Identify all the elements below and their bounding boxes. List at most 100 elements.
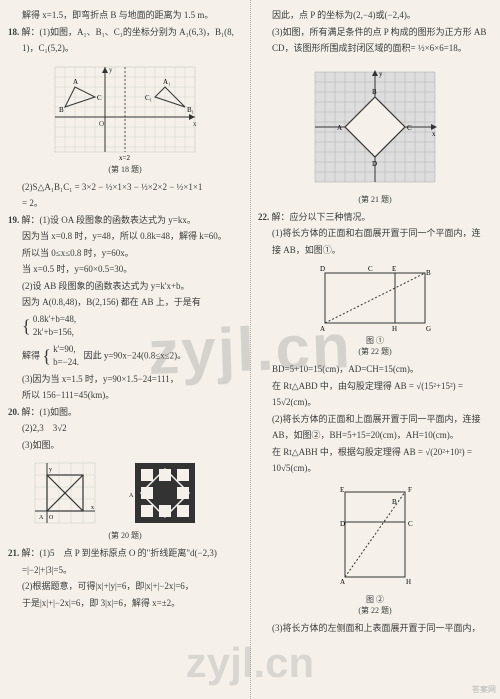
text: BD=5+10=15(cm)，AD=CH=15(cm)。 [258,363,492,377]
text: 解得 [22,350,40,360]
svg-text:x=2: x=2 [119,154,130,162]
text: (2)将长方体的正面和上面展开置于同一平面内，连接 [258,413,492,427]
text: = 2。 [8,197,242,211]
text: 所以当 0≤x≤0.8 时，y=60x。 [8,247,242,261]
figure-21: yx O BC DA (第 21 题) [258,62,492,205]
problem-22: 22. 解：应分以下三种情况。 [258,211,492,225]
num: 20. [8,407,19,417]
figure-20: yx AO A (第 20 题) [8,458,242,541]
text: (3)将长方体的左侧面和上表面展开置于同一平面内， [258,622,492,636]
caption: (第 21 题) [258,194,492,205]
text: 因此 y=90x−24(0.8≤x≤2)。 [84,350,187,360]
caption: (第 18 题) [8,164,242,175]
svg-text:B: B [372,88,377,96]
svg-text:G: G [426,325,431,333]
svg-text:B₁: B₁ [187,106,194,114]
brace-system: { 0.8k'+b=48, 2k'+b=156, [8,313,242,340]
num: 19. [8,215,19,225]
svg-text:C₁: C₁ [145,94,152,102]
svg-text:C: C [407,124,412,132]
svg-text:F: F [408,486,412,494]
text: k'=90, [53,343,79,357]
left-column: 解得 x=1.5，即弯折点 B 与地面的距离为 1.5 m。 18. 解：(1)… [0,0,250,699]
svg-text:D: D [320,265,325,273]
svg-text:y: y [49,467,52,473]
num: 18. [8,27,19,37]
svg-text:A₁: A₁ [163,78,171,86]
svg-text:H: H [406,578,411,586]
text: 15√2(cm)。 [258,396,492,410]
text: 1)，C₁(5,2)。 [8,42,242,56]
svg-text:A: A [320,325,325,333]
svg-text:A: A [73,78,78,86]
caption: (第 20 题) [8,530,242,541]
brace-left-icon: { [42,352,51,361]
text: 在 Rt△ABD 中，由勾股定理得 AB = √(15²+15²) = [258,380,492,394]
text: 接 AB，如图①。 [258,244,492,258]
figure-18: y x O A B C A₁ B₁ C₁ x=2 (第 18 题) [8,62,242,175]
text: 在 Rt△ABH 中，根据勾股定理得 AB = √(20²+10²) = [258,446,492,460]
text: (2)根据题意，可得|x|+|y|=6，即|x|+|−2x|=6， [8,580,242,594]
svg-text:C: C [97,94,102,102]
text: 因此，点 P 的坐标为(2,−4)或(−2,4)。 [258,9,492,23]
text: 当 x=0.5 时，y=60×0.5=30。 [8,263,242,277]
svg-text:C: C [408,520,413,528]
text: 10√5(cm)。 [258,462,492,476]
figure-22a: AH GB ED C 图 ① (第 22 题) [258,263,492,357]
svg-text:B: B [59,106,64,114]
text: (2)S△A₁B₁C₁ = 3×2 − ½×1×3 − ½×2×2 − ½×1×… [8,181,242,195]
svg-text:D: D [340,520,345,528]
text: 解：应分以下三种情况。 [272,212,371,222]
svg-text:D: D [372,160,377,168]
text: 0.8k'+b=48, [33,313,76,327]
text: 因为 A(0.8,48)，B(2,156) 都在 AB 上，于是有 [8,296,242,310]
svg-text:E: E [392,265,396,273]
num: 21. [8,548,19,558]
svg-text:x: x [91,505,94,511]
svg-text:A: A [129,493,134,499]
text: 2k'+b=156, [33,326,76,340]
problem-20: 20. 解：(1)如图。 [8,406,242,420]
svg-text:B: B [426,269,431,277]
text: 于是|x|+|−2x|=6，即 3|x|=6，解得 x=±2。 [8,597,242,611]
text: b=−24. [53,356,79,370]
caption: 图 ② (第 22 题) [258,594,492,616]
right-column: 因此，点 P 的坐标为(2,−4)或(−2,4)。 (3)如图，所有满足条件的点… [250,0,500,699]
text: (2)设 AB 段图象的函数表达式为 y=k'x+b。 [8,280,242,294]
svg-text:C: C [368,265,373,273]
svg-text:x: x [193,120,197,128]
text: (3)因为当 x=1.5 时，y=90×1.5−24=111， [8,373,242,387]
text: AB，如图②，BH=5+15=20(cm)，AH=10(cm)。 [258,429,492,443]
num: 22. [258,212,269,222]
problem-21: 21. 解：(1)5 点 P 到坐标原点 O 的"折线距离"d(−2,3) [8,547,242,561]
text: (3)如图，所有满足条件的点 P 构成的图形为正方形 AB [258,26,492,40]
svg-text:O: O [99,120,104,128]
text: (1)将长方体的正面和右面展开置于同一个平面内，连 [258,227,492,241]
text: (3)如图。 [8,439,242,453]
svg-text:x: x [432,130,436,138]
brace-solution: 解得 { k'=90, b=−24. 因此 y=90x−24(0.8≤x≤2)。 [8,343,242,370]
svg-text:A: A [39,515,44,521]
text: 因为当 x=0.8 时，y=48，所以 0.8k=48，解得 k=60。 [8,230,242,244]
svg-text:O: O [49,515,54,521]
text: 所以 156−111=45(km)。 [8,389,242,403]
text: 解：(1)设 OA 段图象的函数表达式为 y=kx。 [22,215,196,225]
svg-text:y: y [109,66,113,74]
svg-text:B: B [392,498,397,506]
svg-text:H: H [392,325,397,333]
brace-left-icon: { [22,322,31,331]
text: 解：(1)5 点 P 到坐标原点 O 的"折线距离"d(−2,3) [22,548,217,558]
text: 解：(1)如图。 [22,407,78,417]
text: 解：(1)如图，A₁、B₁、C₁的坐标分别为 A₁(6,3)，B₁(8, [22,27,234,37]
problem-19: 19. 解：(1)设 OA 段图象的函数表达式为 y=kx。 [8,214,242,228]
svg-text:y: y [379,70,383,78]
problem-18: 18. 解：(1)如图，A₁、B₁、C₁的坐标分别为 A₁(6,3)，B₁(8, [8,26,242,40]
svg-text:A: A [337,124,342,132]
text: (2)2,3 3√2 [8,422,242,436]
svg-text:E: E [340,486,344,494]
text: CD，该图形所围成封闭区域的面积= ½×6×6=18。 [258,42,492,56]
figure-22b: A H D C E F B 图 ② (第 22 题) [258,482,492,616]
svg-text:A: A [340,578,345,586]
text: 解得 x=1.5，即弯折点 B 与地面的距离为 1.5 m。 [8,9,242,23]
corner-mark: 答案网 [472,684,496,695]
